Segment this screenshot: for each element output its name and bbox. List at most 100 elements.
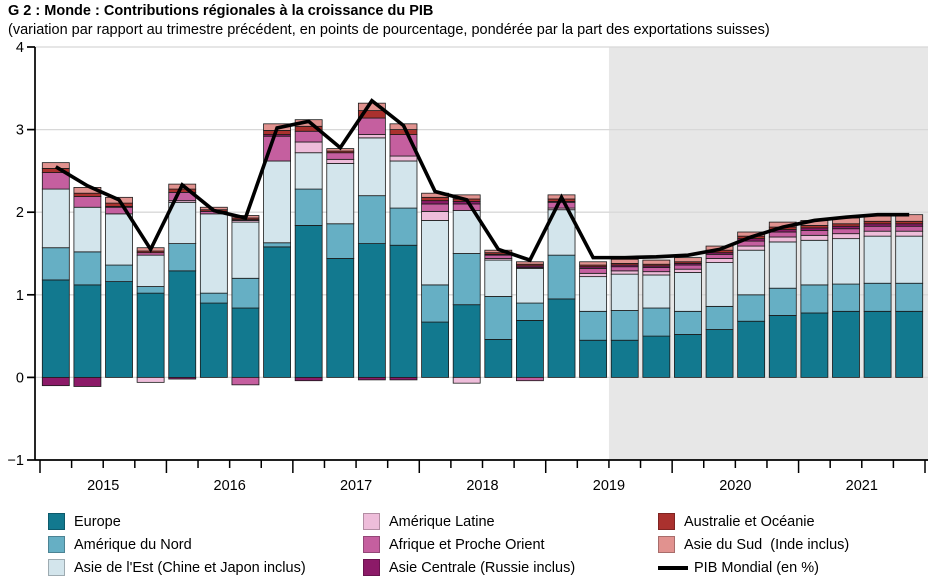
bar-segment-afrique-proche-orient xyxy=(832,228,860,235)
legend-label: Asie du Sud (Inde inclus) xyxy=(684,536,850,553)
bar-segment-amerique-du-nord xyxy=(863,282,892,312)
bar-segment-amerique-du-nord xyxy=(294,188,323,226)
bar-segment-amerique-du-nord xyxy=(452,253,481,306)
bar-segment-asie-centrale xyxy=(357,376,386,381)
bar-2017 T4 xyxy=(389,123,418,381)
bar-2019 T1 xyxy=(547,194,576,378)
year-label: 2020 xyxy=(719,478,751,494)
bar-segment-asie-de-l-est xyxy=(357,137,386,197)
bar-segment-amerique-latine xyxy=(136,376,165,383)
bar-segment-europe xyxy=(547,298,576,378)
bar-segment-asie-de-l-est xyxy=(294,152,323,190)
bar-2018 T2 xyxy=(452,194,481,384)
bar-segment-amerique-du-nord xyxy=(832,283,860,312)
bar-segment-amerique-du-nord xyxy=(168,243,197,272)
bar-2017 T1 xyxy=(294,119,323,382)
bar-segment-afrique-proche-orient xyxy=(547,201,576,209)
chart-subtitle: (variation par rapport au trimestre préc… xyxy=(8,22,770,38)
bar-segment-amerique-du-nord xyxy=(263,242,291,248)
bar-segment-amerique-du-nord xyxy=(737,294,766,322)
bar-segment-amerique-du-nord xyxy=(231,277,260,309)
legend-item-europe: Europe xyxy=(48,510,306,533)
bar-segment-europe xyxy=(705,329,734,378)
legend-swatch-amerique-du-nord xyxy=(48,536,65,553)
bar-segment-asie-de-l-est xyxy=(863,235,892,284)
bar-segment-asie-centrale xyxy=(294,376,323,382)
bar-segment-afrique-proche-orient xyxy=(768,231,797,238)
bar-segment-asie-centrale xyxy=(421,200,449,205)
bar-2017 T3 xyxy=(357,102,386,381)
bar-segment-amerique-du-nord xyxy=(579,310,608,341)
year-label: 2016 xyxy=(214,478,246,494)
bar-segment-amerique-du-nord xyxy=(136,286,165,294)
bar-segment-europe xyxy=(231,307,260,378)
bar-2016 T1 xyxy=(168,183,197,380)
legend-swatch-europe xyxy=(48,513,65,530)
bar-segment-asie-de-l-est xyxy=(421,220,449,286)
bar-segment-amerique-du-nord xyxy=(768,287,797,316)
bar-segment-asie-du-sud xyxy=(610,258,639,264)
bar-segment-amerique-latine xyxy=(357,134,386,139)
year-label: 2019 xyxy=(593,478,625,494)
legend-label: Amérique du Nord xyxy=(74,536,192,553)
legend-item-australie-oceanie: Australie et Océanie xyxy=(658,510,849,533)
gdp-line xyxy=(54,98,910,263)
bar-2021 T3 xyxy=(863,214,892,378)
bar-segment-asie-centrale xyxy=(41,376,70,387)
chart-title: G 2 : Monde : Contributions régionales à… xyxy=(8,3,434,19)
legend-item-asie-centrale: Asie Centrale (Russie inclus) xyxy=(363,556,575,578)
bar-segment-asie-de-l-est xyxy=(263,160,291,244)
bar-segment-europe xyxy=(800,312,829,378)
bar-segment-amerique-latine xyxy=(863,230,892,237)
bar-segment-amerique-latine xyxy=(737,245,766,251)
bar-segment-europe xyxy=(357,243,386,378)
bar-2020 T1 xyxy=(674,257,702,378)
bar-2019 T4 xyxy=(642,259,671,378)
y-tick-label: 0 xyxy=(16,370,24,386)
bar-segment-europe xyxy=(41,279,70,378)
bar-segment-asie-centrale xyxy=(73,376,102,387)
bar-segment-asie-de-l-est xyxy=(136,254,165,287)
legend-item-pib-mondial: PIB Mondial (en %) xyxy=(658,556,849,578)
legend-swatch-asie-du-sud xyxy=(658,536,675,553)
bar-segment-amerique-du-nord xyxy=(326,223,355,259)
bar-segment-asie-de-l-est xyxy=(737,249,766,296)
bar-segment-amerique-du-nord xyxy=(105,264,133,282)
bar-segment-europe xyxy=(863,310,892,378)
bar-segment-afrique-proche-orient xyxy=(326,152,355,160)
bar-segment-amerique-du-nord xyxy=(421,284,449,323)
legend-swatch-asie-centrale xyxy=(363,559,380,576)
bar-segment-europe xyxy=(484,339,513,378)
bar-segment-amerique-latine xyxy=(800,234,829,241)
bar-segment-europe xyxy=(168,270,197,378)
bar-segment-amerique-du-nord xyxy=(895,282,924,312)
bar-segment-asie-de-l-est xyxy=(800,239,829,286)
legend-swatch-amerique-latine xyxy=(363,513,380,530)
bar-segment-asie-de-l-est xyxy=(674,272,702,312)
bar-2020 T2 xyxy=(705,245,734,378)
bar-segment-afrique-proche-orient xyxy=(294,130,323,143)
bar-segment-afrique-proche-orient xyxy=(895,225,924,232)
bar-segment-europe xyxy=(421,321,449,378)
legend-label: PIB Mondial (en %) xyxy=(694,559,819,576)
bar-segment-europe xyxy=(768,315,797,378)
legend-column: Europe Amérique du Nord Asie de l'Est (Chi… xyxy=(48,510,306,578)
bar-segment-amerique-du-nord xyxy=(357,195,386,244)
bar-2021 T4 xyxy=(895,214,924,378)
bar-segment-amerique-du-nord xyxy=(199,292,228,304)
year-label: 2015 xyxy=(87,478,119,494)
legend-label: Afrique et Proche Orient xyxy=(389,536,545,553)
bar-segment-afrique-proche-orient xyxy=(452,203,481,211)
bar-segment-amerique-du-nord xyxy=(547,254,576,300)
legend-column: Amérique Latine Afrique et Proche Orient A… xyxy=(363,510,575,578)
bar-segment-afrique-proche-orient xyxy=(800,229,829,236)
legend-label: Asie de l'Est (Chine et Japon inclus) xyxy=(74,559,306,576)
y-tick-label: 1 xyxy=(16,288,24,304)
bar-segment-amerique-du-nord xyxy=(41,247,70,281)
bar-segment-asie-de-l-est xyxy=(610,273,639,311)
bar-segment-australie-oceanie xyxy=(105,202,133,207)
bar-segment-afrique-proche-orient xyxy=(516,376,544,382)
bar-2015 T2 xyxy=(73,187,102,387)
bar-segment-europe xyxy=(136,292,165,378)
y-tick-label: 4 xyxy=(16,42,24,56)
